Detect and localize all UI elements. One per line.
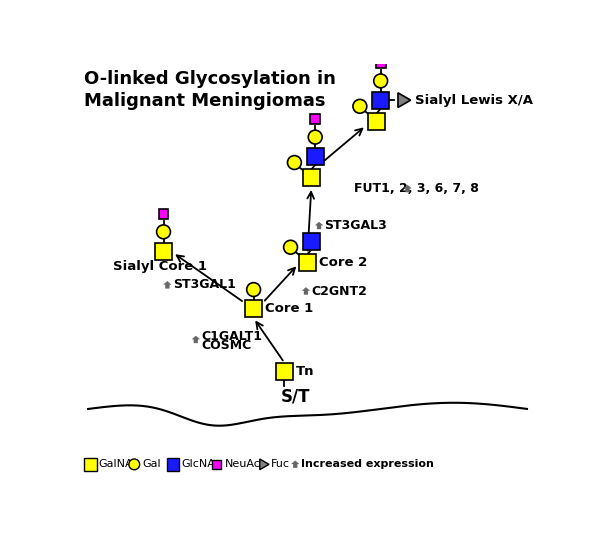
Text: ST3GAL1: ST3GAL1 xyxy=(173,278,236,292)
Text: Core 1: Core 1 xyxy=(265,302,313,316)
Bar xyxy=(307,148,323,165)
Text: Gal: Gal xyxy=(142,459,161,470)
Bar xyxy=(84,458,97,471)
Text: Fuc: Fuc xyxy=(271,459,290,470)
PathPatch shape xyxy=(292,461,299,467)
PathPatch shape xyxy=(316,222,323,229)
Text: NeuAc: NeuAc xyxy=(225,459,261,470)
Text: Tn: Tn xyxy=(296,366,314,378)
Text: COSMC: COSMC xyxy=(201,340,251,352)
Text: S/T: S/T xyxy=(281,387,311,406)
PathPatch shape xyxy=(192,336,199,343)
Text: O-linked Glycosylation in
Malignant Meningiomas: O-linked Glycosylation in Malignant Meni… xyxy=(84,70,336,110)
Circle shape xyxy=(284,240,298,254)
Circle shape xyxy=(287,156,301,169)
Bar xyxy=(368,113,385,130)
PathPatch shape xyxy=(302,287,310,294)
Bar xyxy=(303,169,320,187)
Circle shape xyxy=(308,130,322,144)
PathPatch shape xyxy=(404,185,411,192)
Text: Sialyl Core 1: Sialyl Core 1 xyxy=(113,260,206,273)
Bar xyxy=(299,254,316,271)
Bar xyxy=(167,458,179,471)
Text: C1GALT1: C1GALT1 xyxy=(201,330,262,343)
Circle shape xyxy=(247,282,260,296)
Text: Core 2: Core 2 xyxy=(319,256,367,269)
Circle shape xyxy=(157,225,170,239)
Bar xyxy=(372,92,389,109)
Text: GalNAc: GalNAc xyxy=(99,459,139,470)
Text: C2GNT2: C2GNT2 xyxy=(311,285,367,297)
Text: FUT1, 2, 3, 6, 7, 8: FUT1, 2, 3, 6, 7, 8 xyxy=(353,182,479,195)
Bar xyxy=(155,243,172,260)
PathPatch shape xyxy=(164,281,171,288)
Bar xyxy=(303,232,320,249)
Bar xyxy=(276,364,293,381)
Circle shape xyxy=(353,99,367,113)
Bar xyxy=(245,301,262,317)
Circle shape xyxy=(129,459,140,470)
Text: GlcNAc: GlcNAc xyxy=(181,459,221,470)
Text: Sialyl Lewis X/A: Sialyl Lewis X/A xyxy=(415,94,533,107)
Circle shape xyxy=(374,74,388,88)
Text: Increased expression: Increased expression xyxy=(301,459,434,470)
Text: ST3GAL3: ST3GAL3 xyxy=(325,219,387,232)
